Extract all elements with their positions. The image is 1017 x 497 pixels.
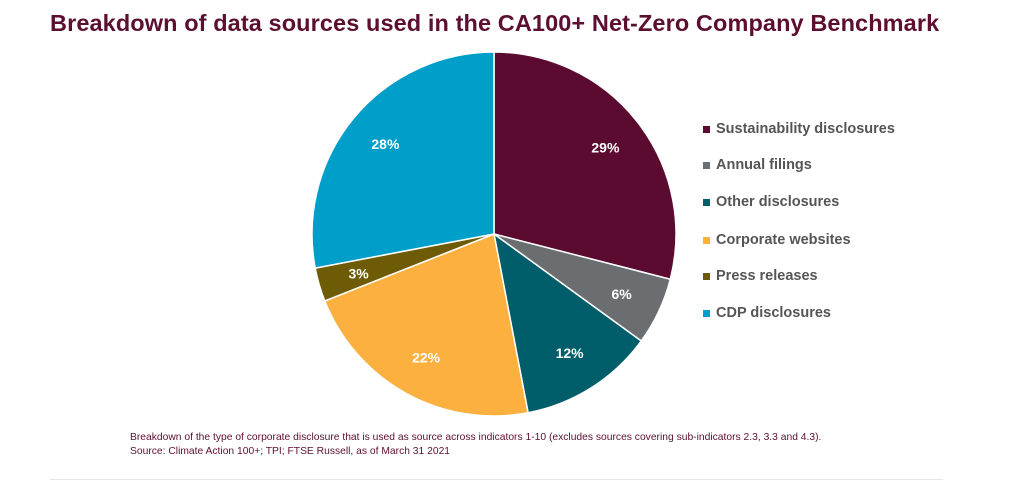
legend-label: Sustainability disclosures <box>716 121 895 137</box>
legend-item-other-disclosures: Other disclosures <box>703 194 903 210</box>
legend-label: Annual filings <box>716 157 812 173</box>
legend-swatch <box>703 199 710 206</box>
caption-source: Source: Climate Action 100+; TPI; FTSE R… <box>130 445 451 457</box>
legend-item-annual-filings: Annual filings <box>703 157 903 173</box>
legend-label: Corporate websites <box>716 232 851 248</box>
legend-item-corporate-websites: Corporate websites <box>703 232 903 248</box>
slice-data-label: 12% <box>556 345 585 361</box>
pie-slice-cdp-disclosures <box>311 51 495 269</box>
legend-swatch <box>703 237 710 244</box>
chart-caption: Breakdown of the type of corporate discl… <box>130 431 821 458</box>
legend-label: Other disclosures <box>716 194 840 210</box>
legend-label: CDP disclosures <box>716 305 831 321</box>
legend-item-cdp-disclosures: CDP disclosures <box>703 305 903 321</box>
legend-item-sustainability-disclosures: Sustainability disclosures <box>703 121 903 137</box>
slice-data-label: 22% <box>412 350 441 366</box>
pie-slices <box>311 51 677 417</box>
pie-labels: 29% 6% 12% 22% 3% 28% <box>348 136 632 366</box>
legend-swatch <box>703 162 710 169</box>
legend-swatch <box>703 310 710 317</box>
slice-data-label: 29% <box>591 140 620 156</box>
legend-label: Press releases <box>716 268 818 284</box>
chart-title: Breakdown of data sources used in the CA… <box>50 10 940 36</box>
pie-slice-corporate-websites <box>323 232 529 417</box>
slice-data-label: 28% <box>371 136 400 152</box>
legend-swatch <box>703 273 710 280</box>
bottom-divider <box>50 479 943 480</box>
caption-description: Breakdown of the type of corporate discl… <box>130 432 822 443</box>
legend-swatch <box>703 126 710 133</box>
pie-slice-other-disclosures <box>492 232 643 414</box>
legend-item-press-releases: Press releases <box>703 268 903 284</box>
slice-data-label: 3% <box>348 265 369 281</box>
pie-slice-sustainability-disclosures <box>493 51 677 281</box>
slice-data-label: 6% <box>611 286 632 302</box>
